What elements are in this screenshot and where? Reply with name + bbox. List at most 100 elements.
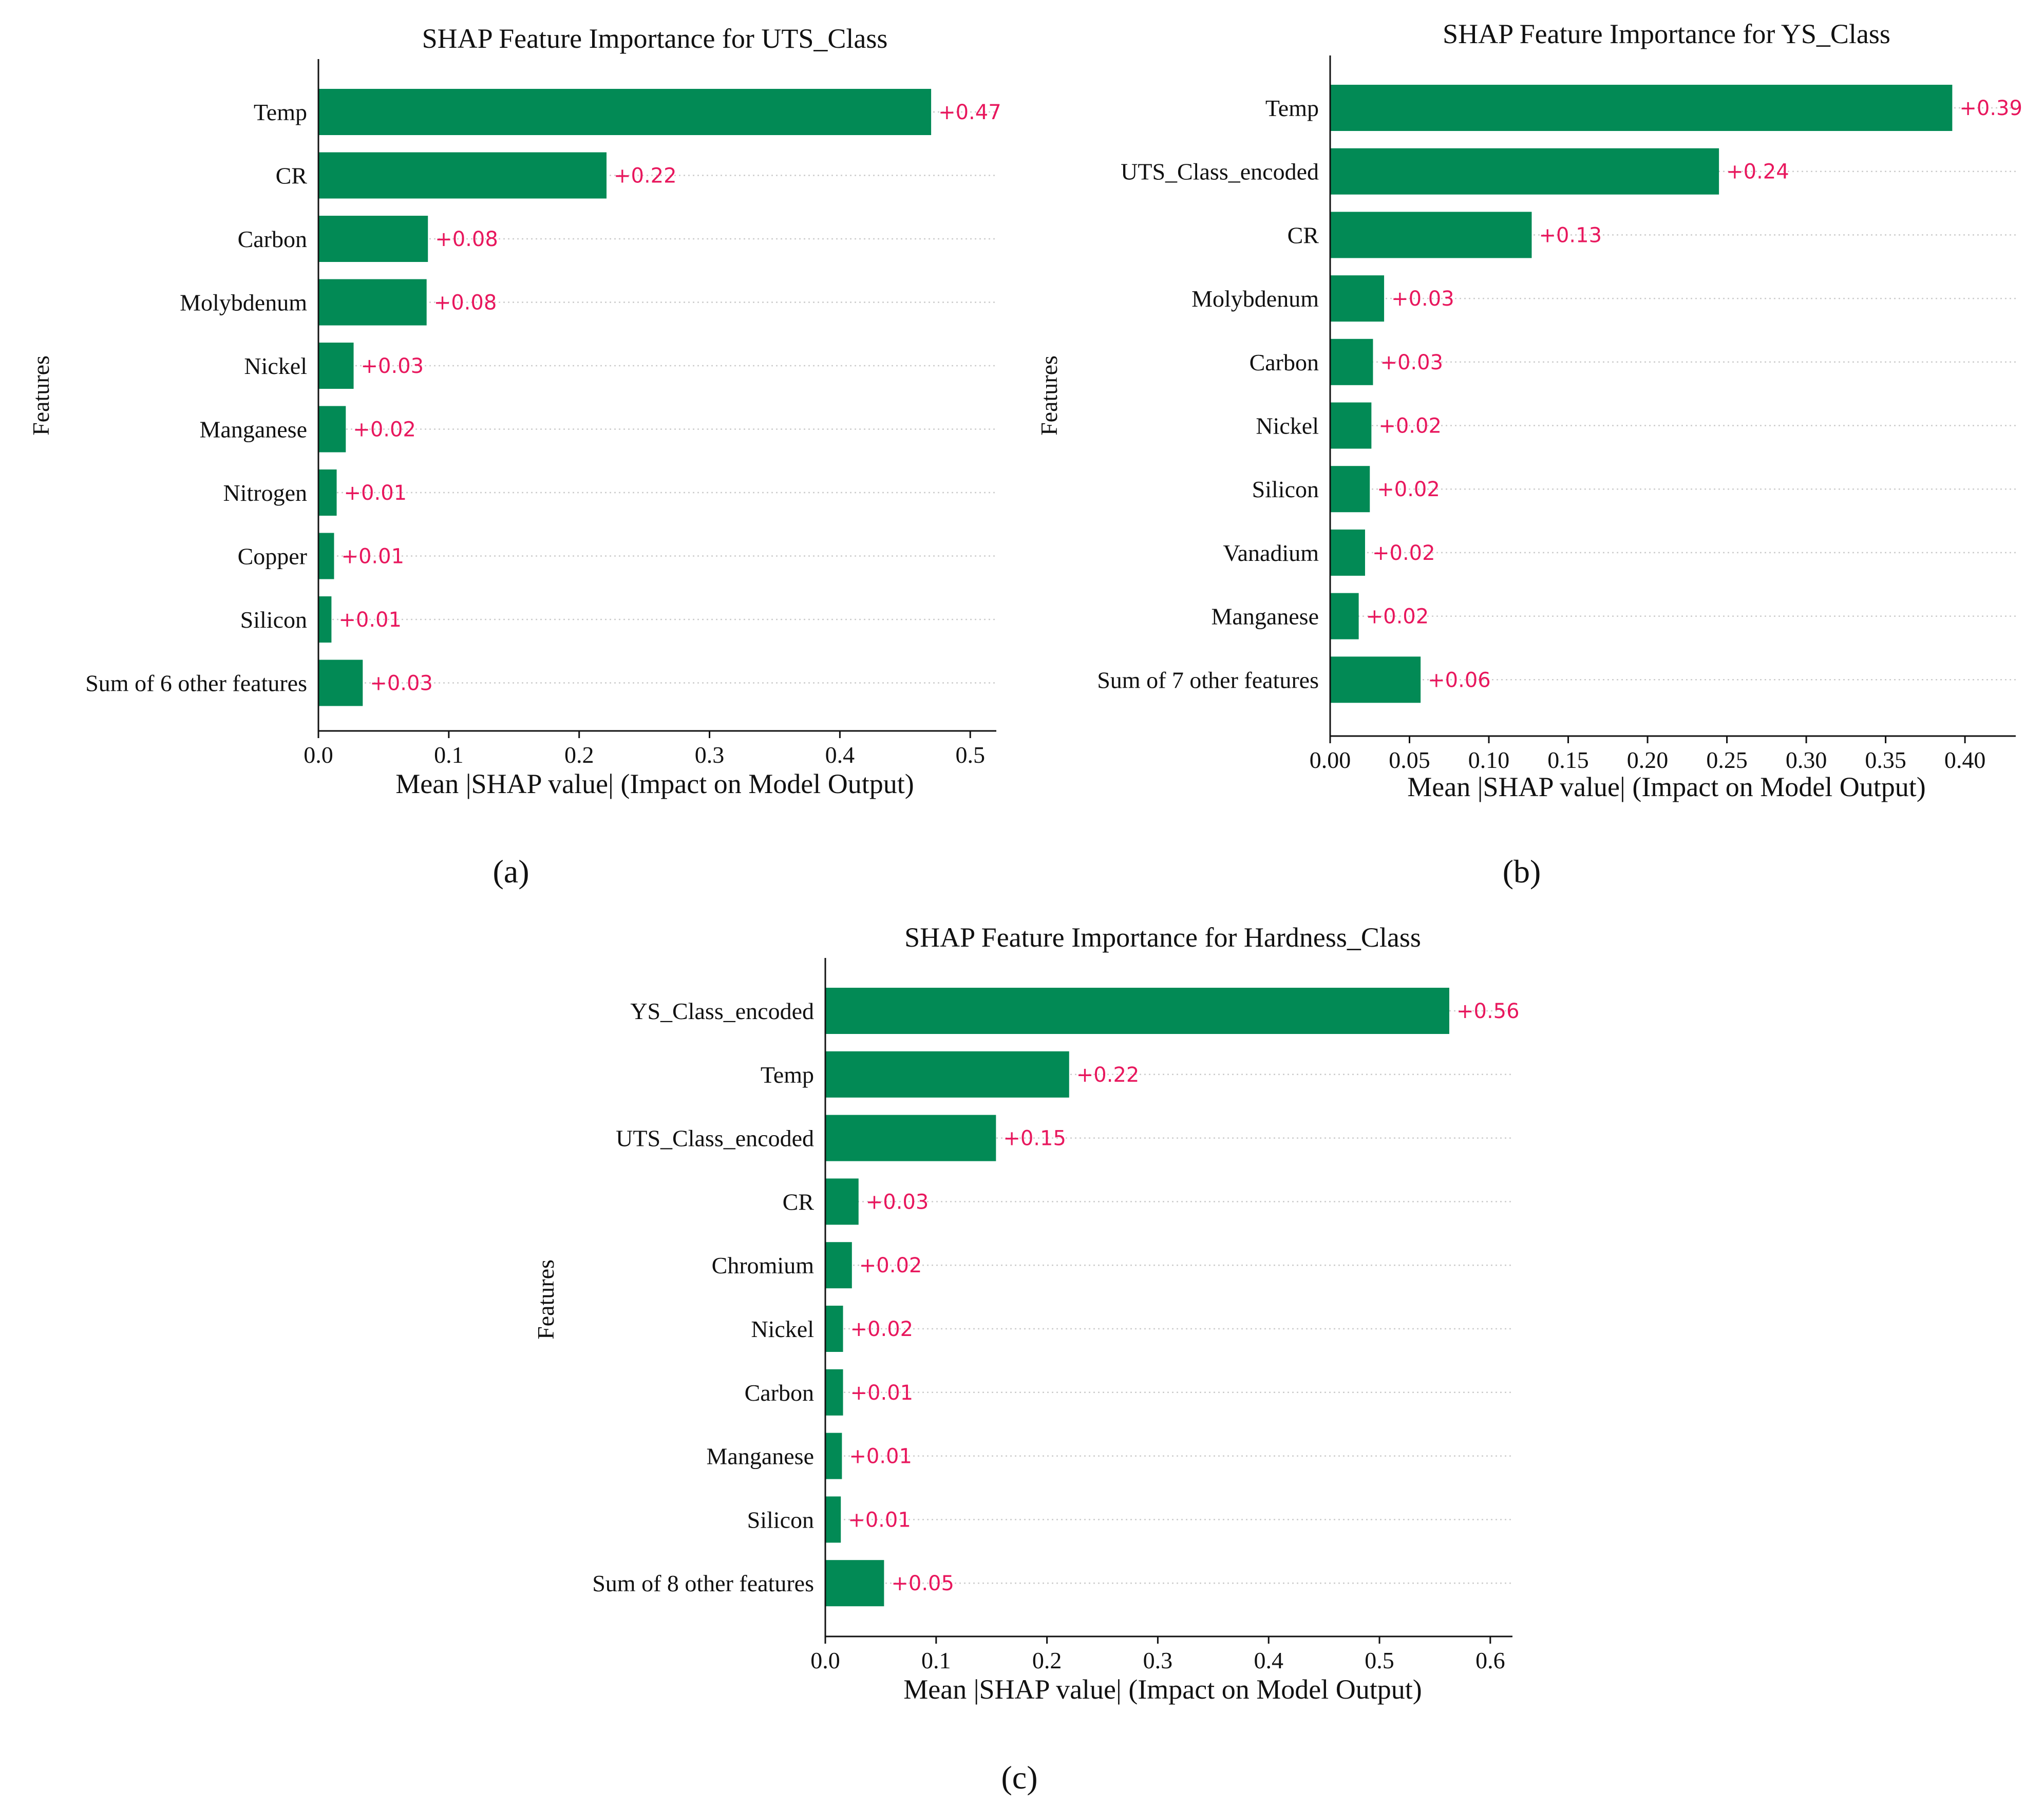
data-label: +0.24 [1726, 160, 1789, 184]
chart-title: SHAP Feature Importance for Hardness_Cla… [904, 922, 1421, 953]
bar [1330, 466, 1370, 513]
bar [825, 1369, 843, 1416]
data-label: +0.03 [1380, 351, 1443, 374]
data-label: +0.15 [1003, 1127, 1066, 1151]
chart-title: SHAP Feature Importance for UTS_Class [422, 23, 888, 54]
bar [825, 1242, 852, 1289]
x-tick-label: 0.5 [1365, 1647, 1394, 1673]
y-tick-label: Nickel [751, 1316, 814, 1342]
data-label: +0.01 [848, 1508, 911, 1532]
data-label: +0.03 [361, 354, 424, 378]
y-tick-label: Nitrogen [223, 480, 307, 506]
x-tick-label: 0.2 [564, 742, 594, 768]
bar [825, 1051, 1069, 1098]
data-label: +0.02 [353, 418, 416, 442]
x-tick-label: 0.20 [1627, 747, 1669, 773]
bar [318, 89, 932, 135]
data-label: +0.01 [338, 608, 402, 632]
y-tick-label: UTS_Class_encoded [1121, 159, 1319, 185]
bar [318, 596, 332, 643]
y-tick-label: YS_Class_encoded [630, 998, 814, 1024]
x-tick-label: 0.6 [1475, 1647, 1505, 1673]
y-tick-label: Sum of 7 other features [1097, 667, 1319, 693]
data-label: +0.02 [859, 1254, 922, 1277]
bar [318, 533, 334, 579]
y-tick-label: Vanadium [1223, 540, 1319, 566]
y-tick-label: Silicon [747, 1507, 814, 1533]
y-tick-label: CR [276, 163, 308, 189]
y-tick-label: Sum of 6 other features [85, 670, 307, 697]
x-tick-label: 0.40 [1944, 747, 1986, 773]
panel-label: (b) [1503, 853, 1541, 890]
x-tick-label: 0.5 [955, 742, 985, 768]
bar [318, 469, 337, 516]
data-label: +0.05 [891, 1572, 954, 1595]
y-tick-label: Nickel [244, 353, 307, 379]
x-tick-label: 0.00 [1310, 747, 1351, 773]
y-tick-label: UTS_Class_encoded [616, 1125, 814, 1152]
bar [1330, 85, 1953, 131]
y-tick-label: Temp [1265, 95, 1319, 121]
bar [825, 1560, 884, 1607]
y-tick-label: Temp [761, 1062, 814, 1088]
bar [1330, 338, 1373, 385]
y-tick-label: Manganese [707, 1443, 814, 1470]
data-label: +0.03 [1391, 287, 1454, 311]
bar [318, 216, 428, 262]
y-axis-label: Features [533, 1259, 559, 1340]
y-tick-label: Carbon [745, 1380, 814, 1406]
y-tick-label: Copper [238, 543, 307, 570]
y-tick-label: Carbon [1250, 349, 1319, 375]
y-tick-label: Nickel [1256, 413, 1319, 439]
data-label: +0.03 [370, 672, 433, 695]
x-tick-label: 0.4 [825, 742, 855, 768]
panel-label: (a) [493, 853, 529, 890]
x-tick-label: 0.3 [1143, 1647, 1173, 1673]
data-label: +0.22 [1076, 1063, 1140, 1087]
data-label: +0.02 [1372, 541, 1435, 565]
bar [825, 1306, 843, 1352]
x-tick-label: 0.1 [921, 1647, 951, 1673]
y-tick-label: Molybdenum [1191, 286, 1319, 312]
bar [1330, 275, 1385, 322]
bar [825, 1178, 859, 1225]
y-tick-label: Silicon [1252, 476, 1319, 502]
bar [1330, 529, 1365, 576]
bar [825, 1433, 842, 1479]
data-label: +0.13 [1539, 223, 1602, 247]
data-label: +0.08 [434, 291, 497, 315]
x-tick-label: 0.1 [434, 742, 464, 768]
x-tick-label: 0.05 [1389, 747, 1430, 773]
y-axis-label: Features [1036, 355, 1062, 436]
bar [318, 406, 346, 453]
y-tick-label: Chromium [712, 1252, 815, 1278]
chart-ys-class: SHAP Feature Importance for YS_Class Fea… [1036, 18, 2022, 890]
data-label: +0.22 [614, 164, 677, 188]
data-label: +0.06 [1428, 668, 1491, 692]
y-tick-label: Manganese [200, 417, 307, 443]
x-tick-label: 0.0 [304, 742, 333, 768]
y-tick-label: Molybdenum [180, 290, 307, 316]
x-tick-label: 0.30 [1786, 747, 1827, 773]
x-tick-label: 0.15 [1547, 747, 1589, 773]
data-label: +0.47 [938, 101, 1001, 124]
data-label: +0.08 [435, 228, 498, 251]
data-label: +0.03 [866, 1190, 929, 1214]
bar [825, 1115, 996, 1161]
bar [1330, 593, 1359, 639]
x-tick-label: 0.0 [810, 1647, 840, 1673]
x-axis-label: Mean |SHAP value| (Impact on Model Outpu… [903, 1674, 1422, 1705]
x-axis-label: Mean |SHAP value| (Impact on Model Outpu… [1407, 771, 1925, 802]
y-tick-label: Temp [254, 99, 307, 125]
x-tick-label: 0.25 [1706, 747, 1748, 773]
data-label: +0.01 [850, 1381, 914, 1405]
y-tick-label: Silicon [240, 607, 307, 633]
bar [318, 660, 363, 706]
bar [825, 1496, 841, 1543]
y-tick-label: Manganese [1212, 604, 1319, 630]
bar [318, 152, 607, 199]
x-axis-label: Mean |SHAP value| (Impact on Model Outpu… [395, 768, 914, 799]
x-tick-label: 0.3 [695, 742, 725, 768]
data-label: +0.02 [850, 1317, 914, 1341]
